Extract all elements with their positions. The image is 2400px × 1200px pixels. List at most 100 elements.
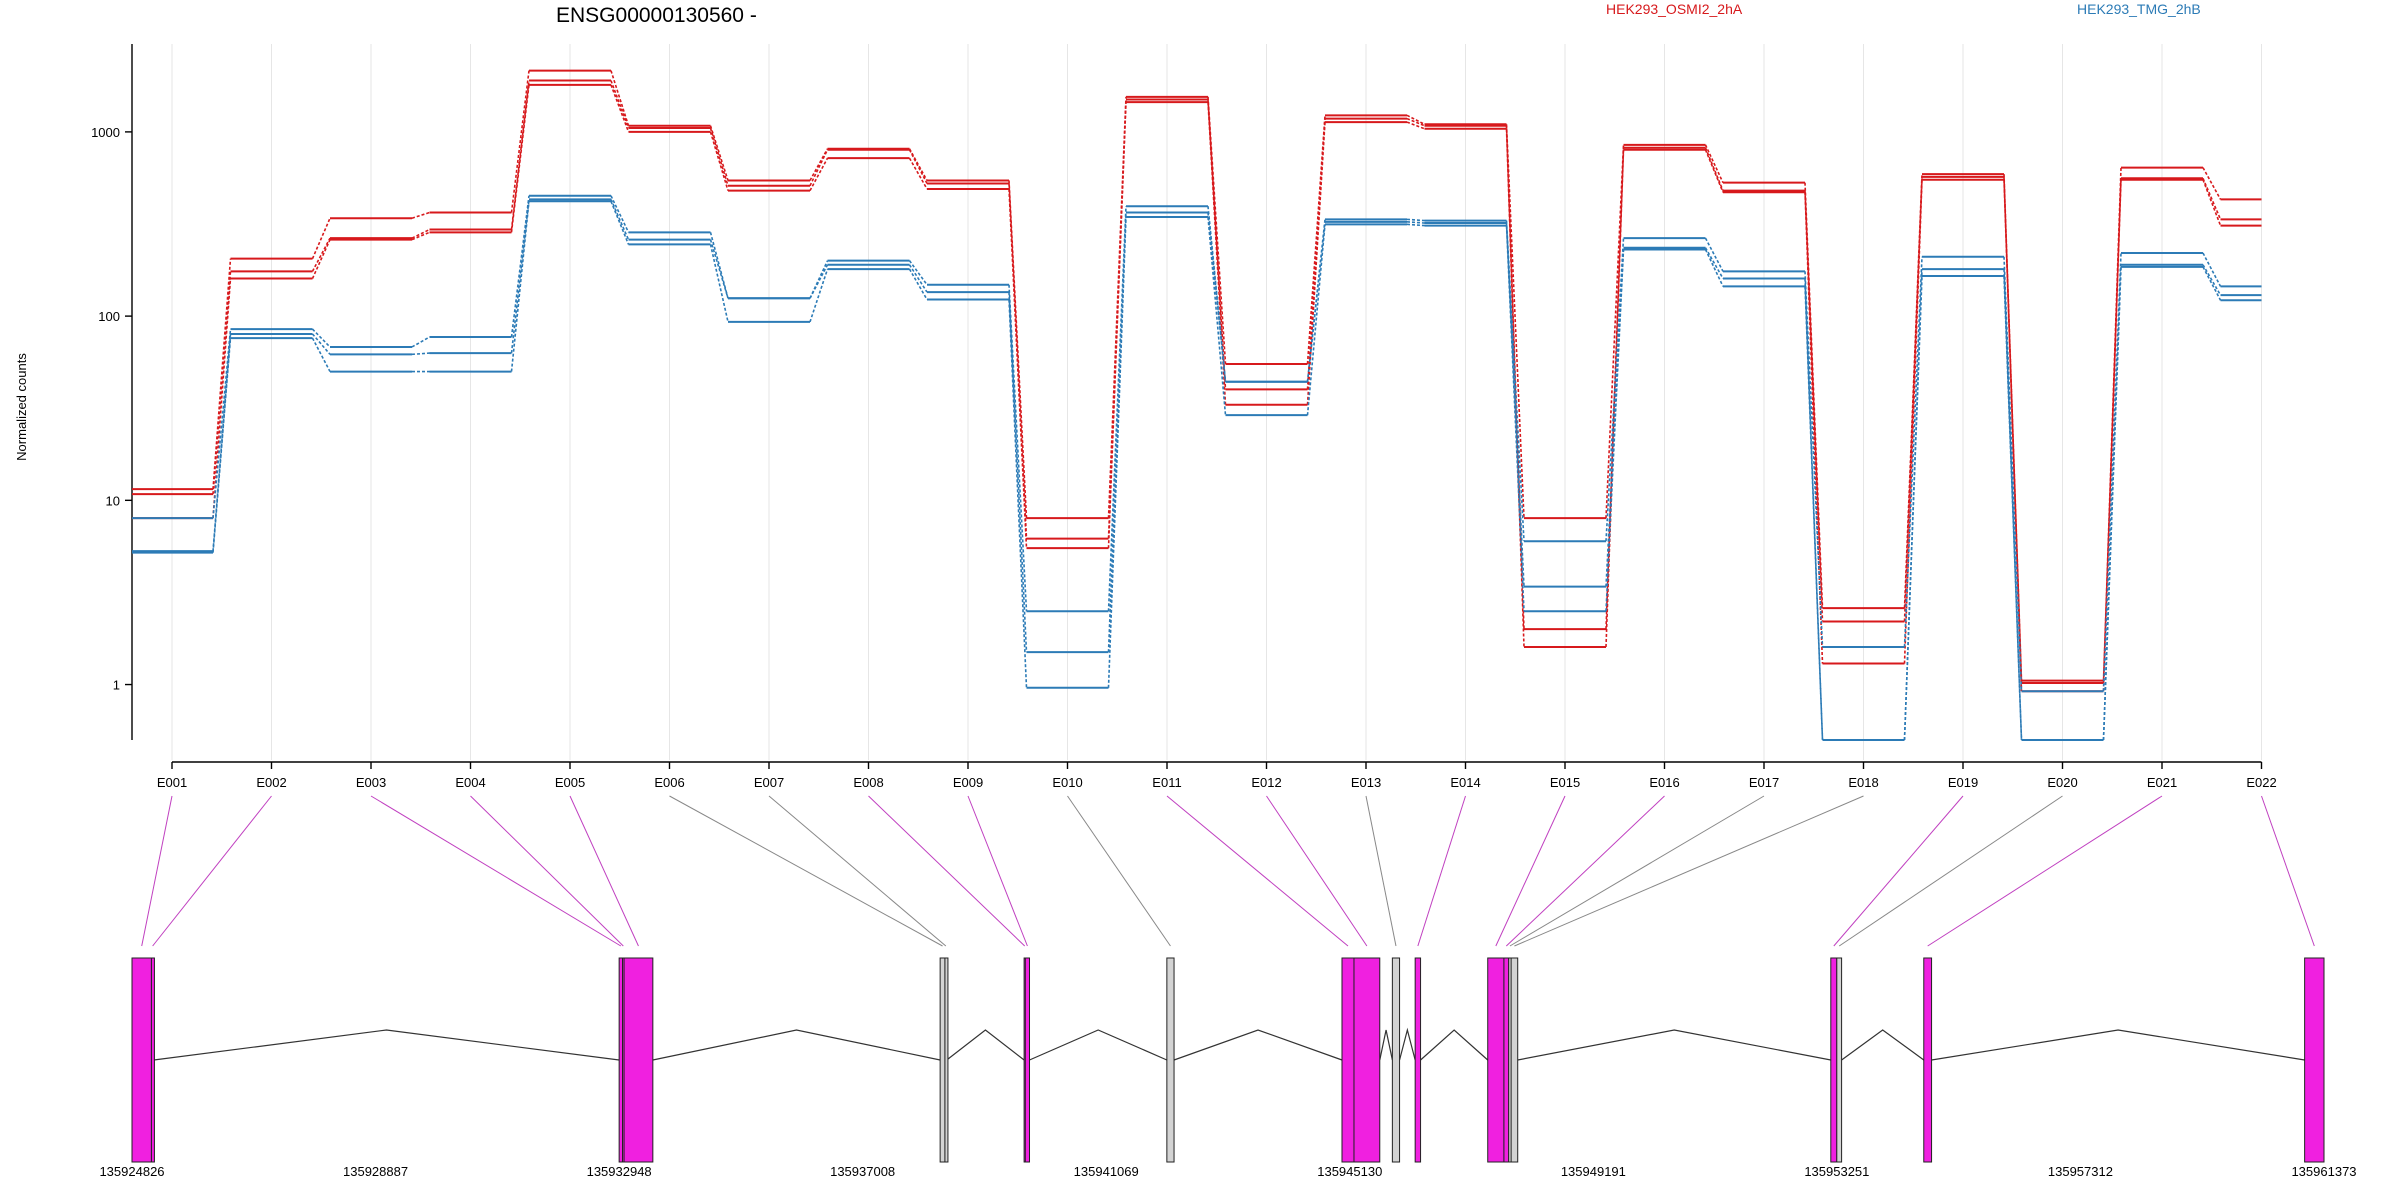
series-connector xyxy=(610,70,630,126)
series-2 xyxy=(132,79,2262,684)
series-connector xyxy=(908,157,928,190)
series-connector xyxy=(1704,237,1724,272)
series-connector xyxy=(1306,224,1326,416)
exon-bin-e001 xyxy=(131,957,152,1163)
series-connector xyxy=(908,148,928,181)
exon-link-line xyxy=(868,795,1026,947)
series-connector xyxy=(212,329,232,519)
genomic-coordinate-axis: 135924826 135928887 135932948 135937008 1359… xyxy=(99,1164,2356,1179)
exon-link-line xyxy=(768,795,947,947)
series-6 xyxy=(132,200,2262,741)
exon-link-line xyxy=(141,795,173,947)
series-4 xyxy=(132,194,2262,693)
intron-line xyxy=(1379,1029,1393,1061)
series-connector xyxy=(2003,176,2023,683)
series-5 xyxy=(132,198,2262,741)
series-lines xyxy=(132,69,2262,741)
exon-bin-e014 xyxy=(1414,957,1422,1163)
series-connector xyxy=(709,244,729,323)
exon-bin-e012 xyxy=(1353,957,1381,1163)
exon-label: E018 xyxy=(1848,775,1878,790)
series-connector xyxy=(1207,212,1227,382)
exon-bin-e011 xyxy=(1341,957,1355,1163)
series-connector xyxy=(2202,264,2222,296)
series-connector xyxy=(1505,220,1525,542)
series-connector xyxy=(908,268,928,300)
series-connector xyxy=(1605,238,1625,542)
series-connector xyxy=(1804,192,1824,664)
y-tick-label: 10 xyxy=(106,493,120,508)
series-connector xyxy=(1406,223,1425,227)
exon-link-line xyxy=(1067,795,1171,947)
series-connector xyxy=(809,264,829,299)
exon-bin-e002 xyxy=(150,957,155,1163)
exon-bin-e019 xyxy=(1830,957,1838,1163)
series-connector xyxy=(510,201,530,372)
series-connector xyxy=(1903,179,1923,664)
series-connector xyxy=(510,199,530,354)
series-connector xyxy=(610,199,630,240)
coordinate-label: 135941069 xyxy=(1074,1164,1139,1179)
exon-bin-e005 xyxy=(623,957,654,1163)
intron-line xyxy=(652,1029,941,1061)
series-connector xyxy=(1306,122,1326,405)
series-connector xyxy=(1008,284,1028,612)
series-connector xyxy=(1505,124,1525,519)
coordinate-label: 135945130 xyxy=(1317,1164,1382,1179)
exon-label: E004 xyxy=(455,775,485,790)
series-connector xyxy=(311,237,331,272)
series-connector xyxy=(2102,252,2122,692)
series-connector xyxy=(411,228,430,239)
exon-bin-e010 xyxy=(1166,957,1175,1163)
exon-bin-e018 xyxy=(1510,957,1519,1163)
y-axis-label: Normalized counts xyxy=(14,353,29,461)
exon-bin-e016 xyxy=(1503,957,1510,1163)
exon-link-line xyxy=(470,795,624,947)
exon-label: E009 xyxy=(953,775,983,790)
series-connector xyxy=(1505,225,1525,612)
exon-label: E002 xyxy=(256,775,286,790)
exon-link-line xyxy=(1833,795,1964,947)
series-connector xyxy=(2102,266,2122,741)
series-connector xyxy=(1903,276,1923,741)
series-connector xyxy=(311,333,331,355)
x-axis: E001 E002 E003 E004 E005 E006 E007 E008 E009 E010… xyxy=(157,761,2277,790)
exon-bin-e015 xyxy=(1487,957,1505,1163)
series-connector xyxy=(709,239,729,299)
series-connector xyxy=(809,157,829,191)
intron-line xyxy=(1841,1029,1925,1061)
exon-link-line xyxy=(1838,795,2063,947)
series-connector xyxy=(809,149,829,187)
series-connector xyxy=(311,337,331,372)
series-connector xyxy=(809,148,829,181)
gene-model xyxy=(131,957,2325,1163)
series-connector xyxy=(908,149,928,184)
exon-link-lines xyxy=(141,795,2315,947)
exon-label: E013 xyxy=(1351,775,1381,790)
exon-label: E006 xyxy=(654,775,684,790)
series-connector xyxy=(411,211,430,219)
series-connector xyxy=(1207,216,1227,416)
series-connector xyxy=(1804,278,1824,741)
exon-link-line xyxy=(2261,795,2315,947)
series-connector xyxy=(1704,249,1724,287)
series-connector xyxy=(212,271,232,495)
series-connector xyxy=(311,217,331,259)
series-connector xyxy=(1804,271,1824,647)
series-connector xyxy=(311,239,331,279)
series-connector xyxy=(1406,221,1425,224)
intron-line xyxy=(1420,1029,1489,1061)
series-connector xyxy=(809,268,829,323)
series-connector xyxy=(1306,115,1326,364)
exon-label: E011 xyxy=(1152,775,1181,790)
exon-label: E005 xyxy=(555,775,585,790)
exon-label: E021 xyxy=(2147,775,2177,790)
series-connector xyxy=(411,231,430,241)
coordinate-label: 135957312 xyxy=(2048,1164,2113,1179)
exon-link-line xyxy=(1417,795,1466,947)
intron-line xyxy=(1398,1027,1416,1061)
series-connector xyxy=(908,264,928,293)
exon-label: E003 xyxy=(356,775,386,790)
series-connector xyxy=(510,70,530,213)
series-connector xyxy=(2003,179,2023,692)
